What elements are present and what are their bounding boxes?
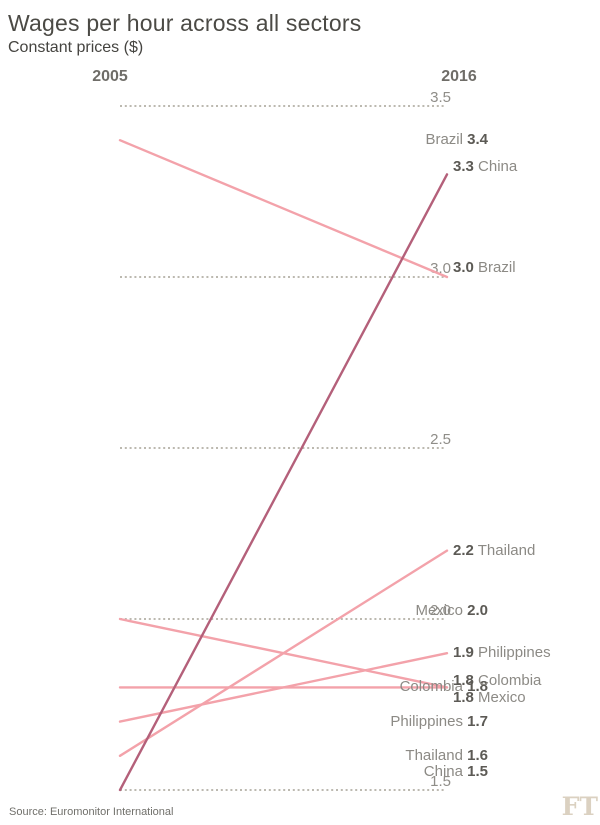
value-2016: 1.8 [453, 672, 474, 690]
slope-line-china [118, 173, 449, 792]
left-label-china: China 1.5 [424, 763, 488, 781]
slope-line-brazil [118, 138, 449, 279]
country-name: Philippines [478, 644, 551, 662]
value-2016: 3.3 [453, 158, 474, 176]
right-label-brazil: 3.0 Brazil [453, 259, 516, 277]
grid-label-1.5: 1.5 [430, 773, 451, 790]
country-name: China [478, 158, 518, 176]
left-label-mexico: Mexico 2.0 [415, 602, 488, 620]
country-name: Brazil [425, 131, 463, 149]
country-name: Colombia [399, 678, 463, 696]
value-2016: 1.8 [453, 689, 474, 707]
country-name: Philippines [390, 712, 463, 730]
grid-label-2.5: 2.5 [430, 431, 451, 448]
chart-title: Wages per hour across all sectors [8, 10, 362, 36]
grid-label-2.0: 2.0 [430, 602, 451, 619]
value-2016: 2.2 [453, 541, 474, 559]
source-credit: Source: Euromonitor International [9, 806, 174, 818]
right-label-thailand: 2.2 Thailand [453, 542, 535, 560]
right-label-colombia: 1.8 Colombia [453, 672, 541, 690]
grid-label-3.5: 3.5 [430, 89, 451, 106]
left-label-brazil: Brazil 3.4 [425, 131, 488, 149]
left-label-philippines: Philippines 1.7 [390, 713, 488, 731]
right-label-mexico: 1.8 Mexico [453, 689, 526, 707]
country-name: Thailand [405, 746, 463, 764]
left-label-thailand: Thailand 1.6 [405, 747, 488, 765]
country-name: Mexico [415, 602, 463, 619]
value-2005: 1.5 [467, 763, 488, 780]
value-2005: 1.7 [467, 712, 488, 730]
chart-subtitle: Constant prices ($) [8, 39, 144, 56]
value-2005: 3.4 [467, 131, 488, 149]
right-label-philippines: 1.9 Philippines [453, 644, 551, 662]
value-2005: 2.0 [467, 602, 488, 619]
slope-line-philippines [118, 652, 449, 723]
value-2016: 1.9 [453, 644, 474, 662]
ft-logo: FT [561, 792, 598, 821]
country-name: Colombia [478, 672, 542, 690]
value-2005: 1.8 [467, 678, 488, 696]
column-header-2005: 2005 [92, 68, 128, 85]
country-name: Thailand [477, 541, 536, 559]
column-header-2016: 2016 [441, 68, 477, 85]
value-2005: 1.6 [467, 746, 488, 764]
country-name: Brazil [478, 259, 516, 276]
value-2016: 3.0 [453, 259, 474, 276]
country-name: Mexico [478, 689, 526, 707]
country-name: China [423, 763, 463, 780]
slope-line-thailand [118, 549, 449, 757]
right-label-china: 3.3 China [453, 158, 517, 176]
left-label-colombia: Colombia 1.8 [400, 678, 488, 696]
